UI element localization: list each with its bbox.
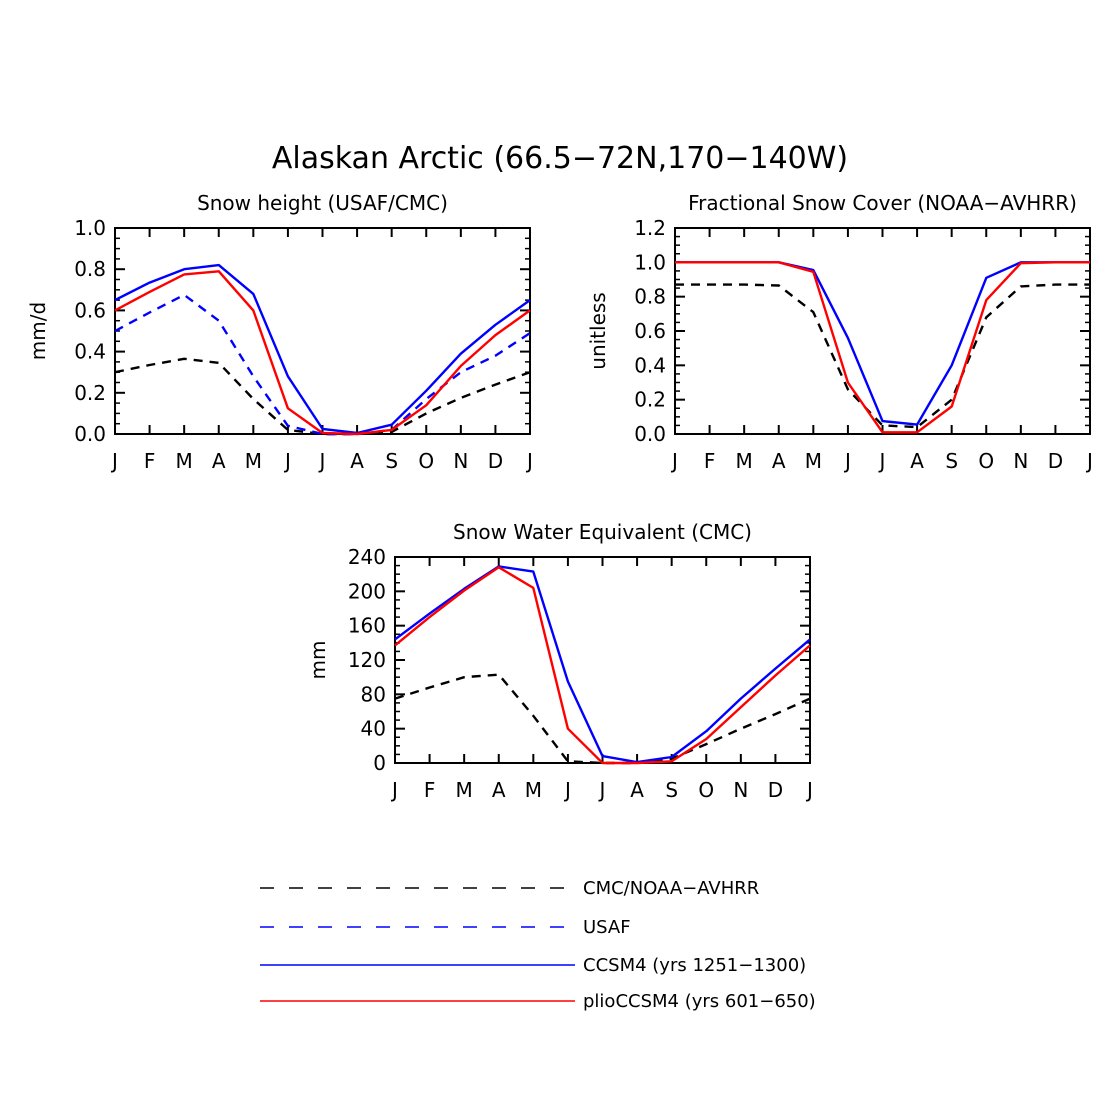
y-tick-label: 0.0: [634, 422, 666, 446]
y-tick-label: 0.4: [634, 353, 666, 377]
x-tick-label: N: [1013, 449, 1028, 473]
x-tick-label: J: [843, 449, 851, 473]
y-tick-label: 160: [348, 614, 386, 638]
panel-title: Snow Water Equivalent (CMC): [453, 520, 752, 544]
series-line-plioccsm4: [675, 261, 1090, 434]
x-tick-label: D: [488, 449, 503, 473]
y-tick-label: 0: [373, 751, 386, 775]
x-tick-label: M: [805, 449, 822, 473]
y-tick-label: 40: [361, 717, 386, 741]
x-tick-label: D: [1048, 449, 1063, 473]
legend-label: plioCCSM4 (yrs 601−650): [583, 991, 816, 1012]
y-tick-label: 200: [348, 579, 386, 603]
x-tick-label: A: [910, 449, 924, 473]
y-tick-label: 1.0: [74, 216, 106, 240]
y-tick-label: 0.2: [74, 381, 106, 405]
panel-title: Snow height (USAF/CMC): [197, 191, 448, 215]
x-tick-label: J: [563, 778, 571, 802]
series-line-plioccsm4: [114, 270, 531, 436]
chart-panel-2: J F M A M J J A S O N D J0.00.20.40.60.81.01.2Fracti…: [586, 191, 1093, 473]
plot-frame: [674, 227, 1091, 435]
x-tick-label: F: [704, 449, 716, 473]
x-tick-label: J: [805, 778, 813, 802]
plot-frame: [114, 227, 531, 435]
series-line-ccsm4: [394, 565, 811, 764]
y-tick-label: 0.6: [74, 298, 106, 322]
y-tick-label: 0.0: [74, 422, 106, 446]
x-tick-label: J: [670, 449, 678, 473]
y-axis-label: unitless: [586, 292, 610, 369]
series-line-cmc-noaa-avhrr: [114, 357, 531, 436]
y-tick-label: 0.6: [634, 319, 666, 343]
x-tick-label: M: [736, 449, 753, 473]
x-tick-label: J: [110, 449, 118, 473]
x-tick-label: J: [598, 778, 606, 802]
x-tick-label: S: [665, 778, 678, 802]
legend-label: USAF: [583, 917, 631, 938]
x-tick-label: O: [698, 778, 714, 802]
y-tick-label: 120: [348, 648, 386, 672]
y-tick-label: 240: [348, 545, 386, 569]
x-tick-label: M: [176, 449, 193, 473]
y-axis-label: mm: [306, 641, 330, 680]
x-tick-label: A: [212, 449, 226, 473]
x-tick-label: J: [525, 449, 533, 473]
x-tick-label: N: [733, 778, 748, 802]
legend: CMC/NOAA−AVHRR USAF CCSM4 (yrs 1251−1300) p…: [260, 878, 816, 1012]
series-line-ccsm4: [114, 263, 531, 435]
series-line-plioccsm4: [394, 566, 811, 765]
plot-frame: [394, 556, 811, 764]
panel-title: Fractional Snow Cover (NOAA−AVHRR): [688, 191, 1077, 215]
x-tick-label: N: [453, 449, 468, 473]
x-tick-label: A: [772, 449, 786, 473]
legend-label: CMC/NOAA−AVHRR: [583, 878, 759, 899]
x-tick-label: D: [768, 778, 783, 802]
x-tick-label: F: [424, 778, 436, 802]
y-tick-label: 1.0: [634, 250, 666, 274]
x-tick-label: J: [390, 778, 398, 802]
x-tick-label: A: [492, 778, 506, 802]
x-tick-label: J: [878, 449, 886, 473]
y-tick-label: 0.2: [634, 388, 666, 412]
x-tick-label: J: [283, 449, 291, 473]
x-tick-label: M: [245, 449, 262, 473]
x-tick-label: A: [630, 778, 644, 802]
y-axis-label: mm/d: [26, 302, 50, 360]
y-tick-label: 0.8: [74, 257, 106, 281]
y-tick-label: 1.2: [634, 216, 666, 240]
series-line-cmc-noaa-avhrr: [394, 673, 811, 765]
x-tick-label: S: [385, 449, 398, 473]
y-tick-label: 0.4: [74, 340, 106, 364]
legend-label: CCSM4 (yrs 1251−1300): [583, 955, 806, 976]
x-tick-label: A: [350, 449, 364, 473]
series-line-usaf: [114, 293, 531, 436]
main-title: Alaskan Arctic (66.5−72N,170−140W): [272, 141, 848, 176]
x-tick-label: J: [1085, 449, 1093, 473]
y-tick-label: 0.8: [634, 285, 666, 309]
series-line-cmc-noaa-avhrr: [675, 283, 1090, 429]
x-tick-label: J: [318, 449, 326, 473]
x-tick-label: M: [456, 778, 473, 802]
x-tick-label: O: [978, 449, 994, 473]
x-tick-label: M: [525, 778, 542, 802]
x-tick-label: S: [945, 449, 958, 473]
x-tick-label: O: [418, 449, 434, 473]
y-tick-label: 80: [361, 682, 386, 706]
x-tick-label: F: [144, 449, 156, 473]
